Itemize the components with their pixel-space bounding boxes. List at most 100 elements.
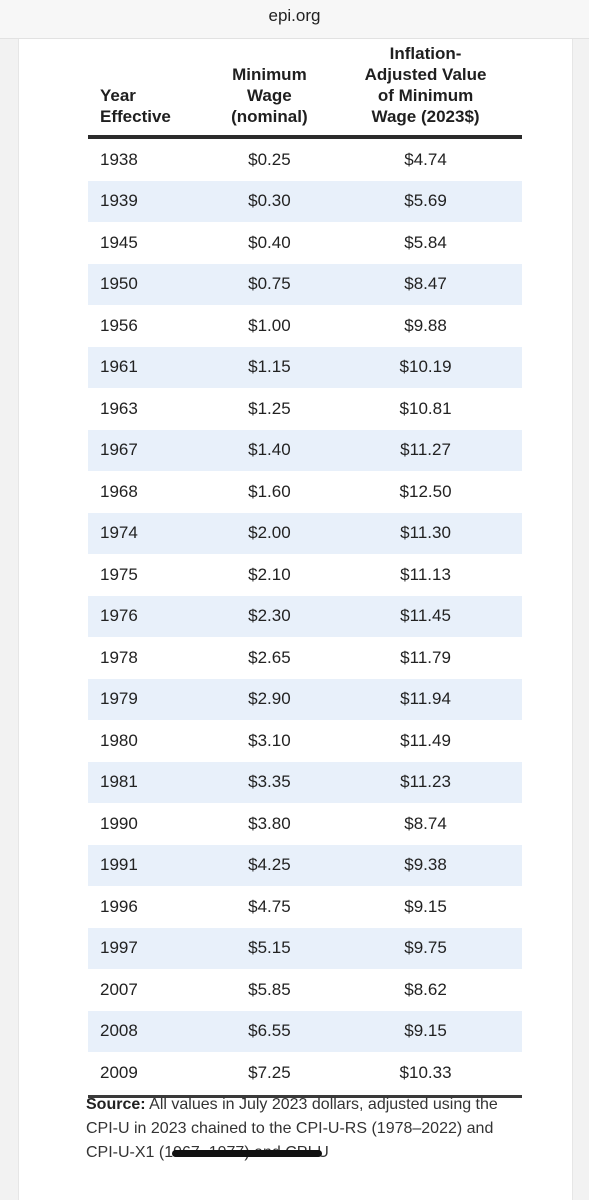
- header-inflation-adjusted: Inflation- Adjusted Value of Minimum Wag…: [329, 39, 522, 135]
- table-row: 1968 $1.60 $12.50: [88, 471, 522, 513]
- cell-minimum-wage: $5.15: [248, 938, 291, 958]
- source-label: Source:: [86, 1096, 146, 1113]
- cell-year: 1938: [100, 149, 138, 169]
- header-minimum-wage: Minimum Wage (nominal): [210, 39, 329, 135]
- cell-adjusted-value: $9.38: [404, 855, 447, 875]
- cell-year: 1939: [100, 191, 138, 211]
- cell-adjusted-value: $8.62: [404, 979, 447, 999]
- table-row: 1990 $3.80 $8.74: [88, 803, 522, 845]
- cell-year: 1976: [100, 606, 138, 626]
- table-row: 1945 $0.40 $5.84: [88, 222, 522, 264]
- cell-minimum-wage: $4.75: [248, 896, 291, 916]
- cell-minimum-wage: $0.75: [248, 274, 291, 294]
- cell-minimum-wage: $2.65: [248, 647, 291, 667]
- cell-year: 1975: [100, 564, 138, 584]
- cell-adjusted-value: $11.30: [400, 523, 451, 543]
- cell-minimum-wage: $0.40: [248, 232, 291, 252]
- cell-minimum-wage: $3.35: [248, 772, 291, 792]
- page-content: Year Effective Minimum Wage (nominal) In…: [18, 39, 573, 1200]
- source-text: All values in July 2023 dollars, adjuste…: [86, 1096, 498, 1161]
- cell-year: 1997: [100, 938, 138, 958]
- cell-adjusted-value: $4.74: [404, 149, 447, 169]
- cell-adjusted-value: $11.45: [400, 606, 451, 626]
- browser-address-bar[interactable]: epi.org: [0, 0, 589, 39]
- cell-year: 1950: [100, 274, 138, 294]
- cell-minimum-wage: $4.25: [248, 855, 291, 875]
- cell-minimum-wage: $5.85: [248, 979, 291, 999]
- cell-adjusted-value: $12.50: [399, 481, 452, 501]
- cell-adjusted-value: $5.69: [404, 191, 447, 211]
- cell-minimum-wage: $0.30: [248, 191, 291, 211]
- cell-adjusted-value: $8.74: [404, 813, 447, 833]
- cell-year: 1996: [100, 896, 138, 916]
- table-row: 2008 $6.55 $9.15: [88, 1010, 522, 1052]
- cell-minimum-wage: $1.25: [248, 398, 291, 418]
- table-row: 2007 $5.85 $8.62: [88, 969, 522, 1011]
- cell-adjusted-value: $9.15: [404, 1021, 447, 1041]
- cell-year: 2007: [100, 979, 138, 999]
- cell-minimum-wage: $1.40: [248, 440, 291, 460]
- cell-adjusted-value: $5.84: [404, 232, 447, 252]
- table-body: 1938 $0.25 $4.74 1939 $0.30 $5.69 1945 $0.40 $…: [88, 139, 522, 1094]
- cell-year: 1974: [100, 523, 138, 543]
- cell-adjusted-value: $11.94: [400, 689, 451, 709]
- cell-year: 1978: [100, 647, 138, 667]
- table-row: 1938 $0.25 $4.74: [88, 139, 522, 181]
- header-min-line-1: Minimum: [232, 65, 307, 84]
- cell-adjusted-value: $11.49: [400, 730, 451, 750]
- cell-minimum-wage: $1.15: [248, 357, 291, 377]
- url-text[interactable]: epi.org: [268, 6, 321, 25]
- header-adj-line-4: Wage (2023$): [371, 107, 480, 126]
- cell-year: 2008: [100, 1021, 138, 1041]
- cell-adjusted-value: $9.88: [404, 315, 447, 335]
- cell-year: 1968: [100, 481, 138, 501]
- table-row: 1996 $4.75 $9.15: [88, 886, 522, 928]
- cell-year: 2009: [100, 1062, 138, 1082]
- cell-adjusted-value: $10.81: [399, 398, 452, 418]
- header-year-line-1: Year: [100, 86, 136, 105]
- table-row: 1963 $1.25 $10.81: [88, 388, 522, 430]
- cell-adjusted-value: $9.15: [404, 896, 447, 916]
- header-min-line-2: Wage: [247, 86, 292, 105]
- table-row: 1981 $3.35 $11.23: [88, 761, 522, 803]
- cell-minimum-wage: $2.30: [248, 606, 291, 626]
- table-row: 1980 $3.10 $11.49: [88, 720, 522, 762]
- table-row: 1961 $1.15 $10.19: [88, 346, 522, 388]
- cell-minimum-wage: $2.00: [248, 523, 291, 543]
- table-row: 1950 $0.75 $8.47: [88, 263, 522, 305]
- cell-adjusted-value: $10.19: [399, 357, 452, 377]
- table-row: 1979 $2.90 $11.94: [88, 678, 522, 720]
- table-row: 1978 $2.65 $11.79: [88, 637, 522, 679]
- table-row: 1939 $0.30 $5.69: [88, 180, 522, 222]
- scroll-indicator[interactable]: [172, 1150, 322, 1157]
- cell-minimum-wage: $1.60: [248, 481, 291, 501]
- header-rule: [88, 135, 522, 139]
- cell-year: 1945: [100, 232, 138, 252]
- cell-adjusted-value: $11.27: [400, 440, 451, 460]
- header-adj-line-1: Inflation-: [389, 44, 462, 63]
- header-adj-line-2: Adjusted Value: [364, 65, 487, 84]
- cell-year: 1961: [100, 357, 138, 377]
- table-row: 1975 $2.10 $11.13: [88, 554, 522, 596]
- cell-minimum-wage: $2.10: [248, 564, 291, 584]
- cell-minimum-wage: $7.25: [248, 1062, 291, 1082]
- cell-year: 1979: [100, 689, 138, 709]
- cell-year: 1980: [100, 730, 138, 750]
- cell-year: 1990: [100, 813, 138, 833]
- cell-year: 1956: [100, 315, 138, 335]
- cell-minimum-wage: $0.25: [248, 149, 291, 169]
- minimum-wage-table: Year Effective Minimum Wage (nominal) In…: [88, 39, 522, 1094]
- cell-year: 1967: [100, 440, 138, 460]
- table-header: Year Effective Minimum Wage (nominal) In…: [88, 39, 522, 135]
- table-row: 1974 $2.00 $11.30: [88, 512, 522, 554]
- table-row: 2009 $7.25 $10.33: [88, 1052, 522, 1094]
- cell-year: 1981: [100, 772, 138, 792]
- cell-adjusted-value: $11.13: [400, 564, 451, 584]
- table-row: 1967 $1.40 $11.27: [88, 429, 522, 471]
- header-adj-line-3: of Minimum: [377, 86, 474, 105]
- cell-minimum-wage: $1.00: [248, 315, 291, 335]
- source-note: Source: All values in July 2023 dollars,…: [86, 1093, 506, 1165]
- cell-adjusted-value: $11.79: [400, 647, 451, 667]
- table-row: 1956 $1.00 $9.88: [88, 305, 522, 347]
- cell-year: 1963: [100, 398, 138, 418]
